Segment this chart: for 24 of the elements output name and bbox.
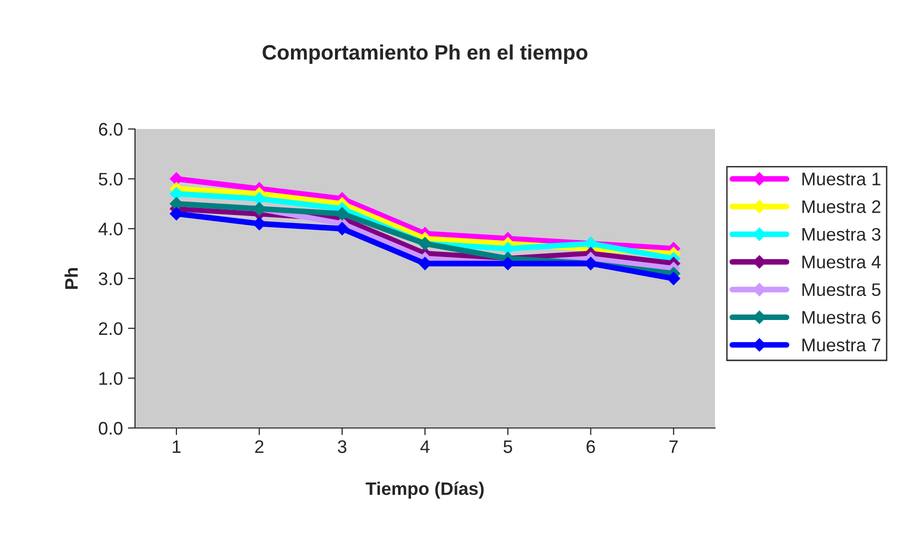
x-tick-label: 5 — [504, 440, 512, 454]
legend-label: Muestra 7 — [802, 338, 880, 352]
y-tick-label: 6.0 — [99, 122, 122, 136]
y-tick-label: 4.0 — [98, 222, 122, 236]
legend-label: Muestra 2 — [802, 200, 880, 214]
y-tick-label: 1.0 — [99, 372, 122, 385]
x-axis-title: Tiempo (Días) — [366, 482, 484, 499]
y-tick-label: 2.0 — [99, 322, 122, 336]
x-tick-label: 7 — [669, 440, 678, 453]
legend-label: Muestra 1 — [802, 172, 880, 186]
y-tick-label: 5.0 — [98, 172, 122, 186]
y-tick-label: 3.0 — [98, 272, 122, 286]
y-tick-label: 0.0 — [98, 422, 122, 435]
chart-title: Comportamiento Ph en el tiempo — [262, 44, 588, 64]
x-tick-label: 3 — [338, 440, 346, 454]
x-tick-label: 4 — [420, 440, 430, 453]
legend-label: Muestra 4 — [802, 256, 881, 268]
legend-label: Muestra 3 — [802, 228, 880, 241]
legend-label: Muestra 6 — [802, 310, 880, 324]
y-axis-title: Ph — [64, 268, 78, 289]
x-tick-label: 1 — [172, 440, 181, 453]
x-tick-label: 2 — [255, 440, 264, 453]
legend-label: Muestra 5 — [802, 283, 880, 296]
x-tick-label: 6 — [586, 440, 595, 454]
